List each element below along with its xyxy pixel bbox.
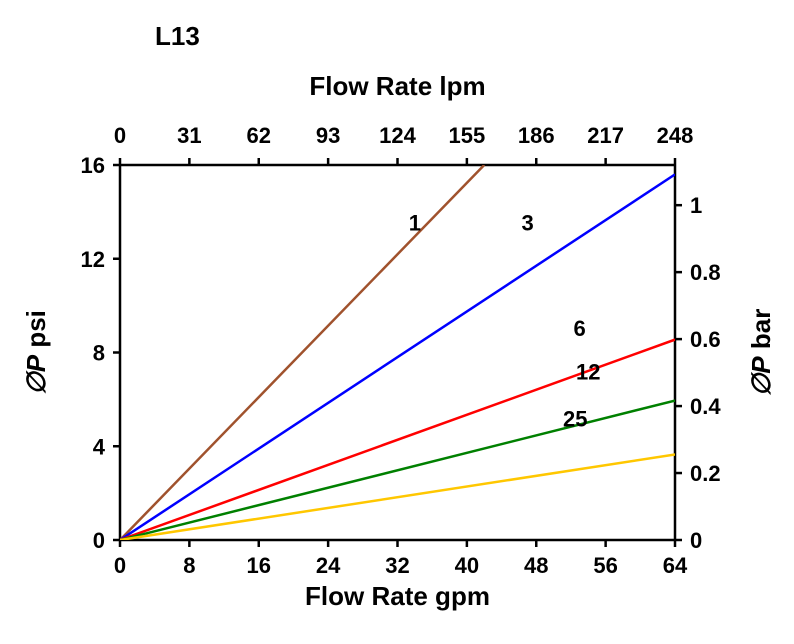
x-top-tick-label: 0 — [114, 123, 126, 148]
y-left-tick-label: 4 — [93, 434, 106, 459]
series-label-25: 25 — [563, 406, 587, 431]
x-top-axis-label: Flow Rate lpm — [309, 71, 485, 101]
x-bottom-tick-label: 16 — [247, 553, 271, 578]
y-right-tick-label: 0.6 — [690, 327, 721, 352]
x-top-tick-label: 186 — [518, 123, 555, 148]
y-right-axis-label: ∅P bar — [746, 309, 776, 397]
x-bottom-tick-label: 8 — [183, 553, 195, 578]
x-top-tick-label: 155 — [449, 123, 486, 148]
y-right-tick-label: 1 — [690, 193, 702, 218]
series-label-1: 1 — [409, 211, 421, 236]
chart-title: L13 — [155, 21, 200, 51]
x-bottom-tick-label: 0 — [114, 553, 126, 578]
chart-container: L13Flow Rate lpm031629312415518621724808… — [0, 0, 794, 644]
y-right-tick-label: 0 — [690, 528, 702, 553]
x-bottom-tick-label: 24 — [316, 553, 341, 578]
y-left-tick-label: 12 — [81, 247, 105, 272]
y-left-tick-label: 0 — [93, 528, 105, 553]
x-top-tick-label: 217 — [587, 123, 624, 148]
y-left-tick-label: 8 — [93, 341, 105, 366]
x-bottom-tick-label: 32 — [385, 553, 409, 578]
x-top-tick-label: 248 — [657, 123, 694, 148]
y-right-tick-label: 0.8 — [690, 260, 721, 285]
x-top-tick-label: 124 — [379, 123, 416, 148]
x-bottom-tick-label: 64 — [663, 553, 688, 578]
x-bottom-tick-label: 40 — [455, 553, 479, 578]
series-label-6: 6 — [573, 316, 585, 341]
x-top-tick-label: 31 — [177, 123, 201, 148]
x-bottom-tick-label: 48 — [524, 553, 548, 578]
y-left-tick-label: 16 — [81, 153, 105, 178]
x-top-tick-label: 62 — [247, 123, 271, 148]
x-top-tick-label: 93 — [316, 123, 340, 148]
x-bottom-tick-label: 56 — [593, 553, 617, 578]
pressure-flow-chart: L13Flow Rate lpm031629312415518621724808… — [0, 0, 794, 644]
y-right-tick-label: 0.2 — [690, 461, 721, 486]
y-right-tick-label: 0.4 — [690, 394, 721, 419]
x-bottom-axis-label: Flow Rate gpm — [305, 581, 490, 611]
series-label-12: 12 — [576, 359, 600, 384]
series-label-3: 3 — [521, 211, 533, 236]
y-left-axis-label: ∅P psi — [21, 310, 51, 395]
